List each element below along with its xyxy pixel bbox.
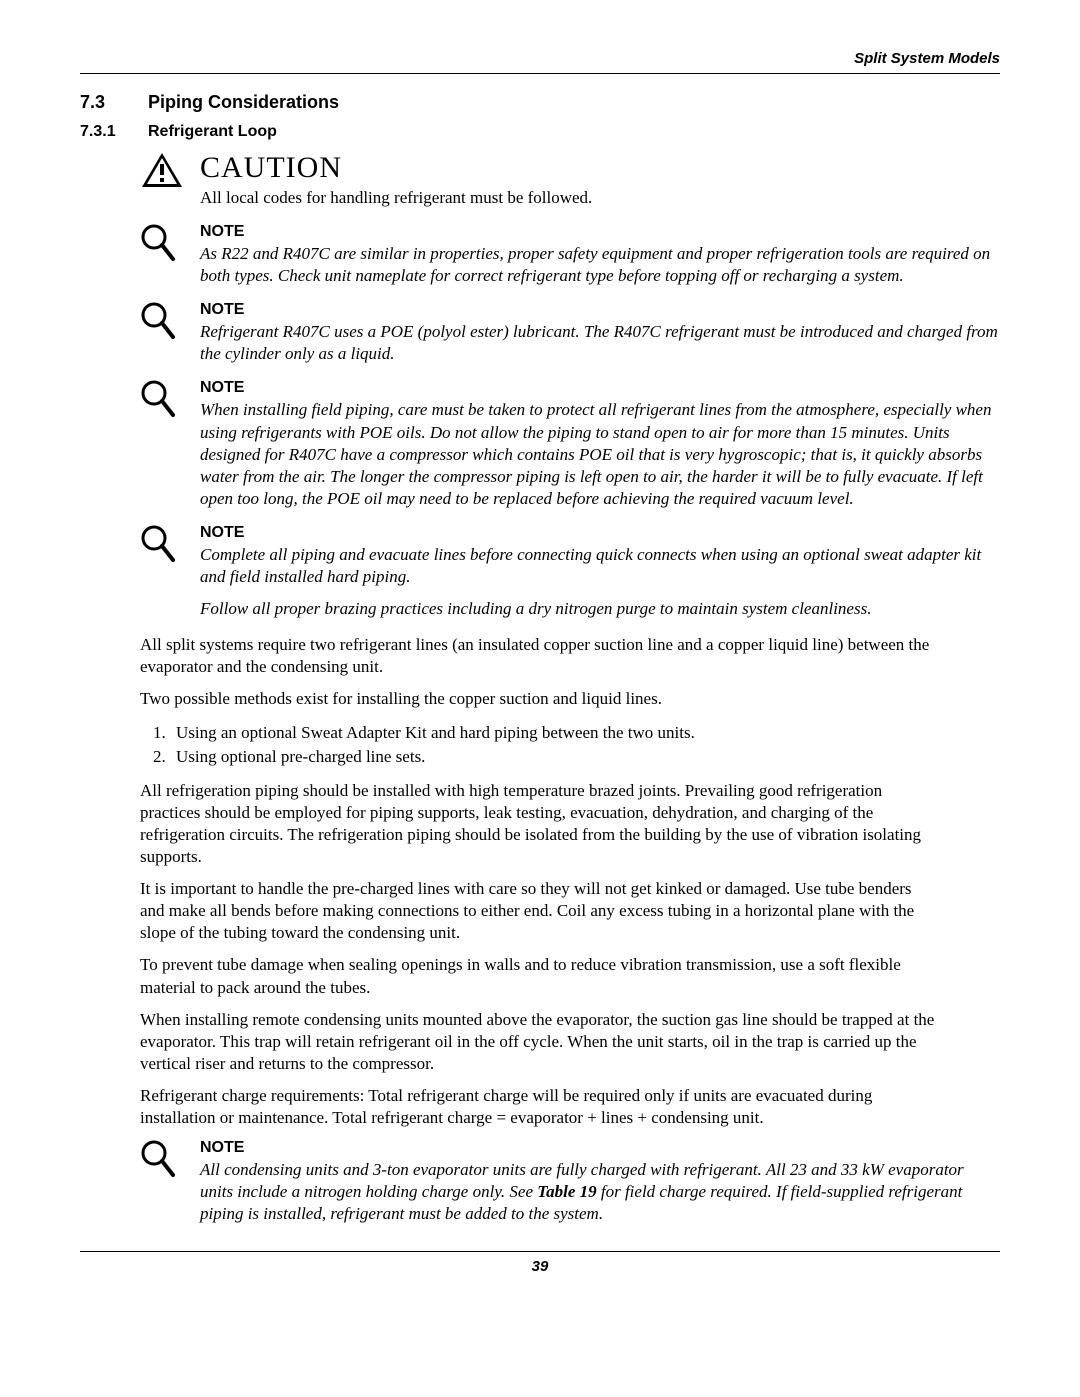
subsection-heading: 7.3.1 Refrigerant Loop	[80, 123, 1000, 141]
body-paragraph: All refrigeration piping should be insta…	[140, 780, 940, 868]
note-text: Refrigerant R407C uses a POE (polyol est…	[200, 321, 1000, 365]
footer-rule	[80, 1251, 1000, 1252]
body-paragraph: All split systems require two refrigeran…	[140, 634, 940, 678]
section-number: 7.3	[80, 92, 130, 113]
running-header: Split System Models	[80, 50, 1000, 67]
caution-text: All local codes for handling refrigerant…	[200, 187, 1000, 209]
subsection-number: 7.3.1	[80, 123, 130, 141]
note-block: NOTE As R22 and R407C are similar in pro…	[140, 223, 1000, 287]
magnifier-icon	[140, 1139, 184, 1225]
magnifier-icon	[140, 524, 184, 620]
note-label: NOTE	[200, 379, 1000, 397]
section-title: Piping Considerations	[148, 92, 339, 113]
list-item: Using an optional Sweat Adapter Kit and …	[170, 721, 940, 746]
note-label: NOTE	[200, 223, 1000, 241]
page-content: Split System Models 7.3 Piping Considera…	[0, 0, 1080, 1315]
section-heading: 7.3 Piping Considerations	[80, 92, 1000, 113]
note-block: NOTE All condensing units and 3-ton evap…	[140, 1139, 1000, 1225]
body-paragraph: Refrigerant charge requirements: Total r…	[140, 1085, 940, 1129]
table-ref: Table 19	[537, 1182, 596, 1201]
caution-label: CAUTION	[200, 151, 1000, 185]
warning-icon	[140, 151, 184, 209]
list-item: Using optional pre-charged line sets.	[170, 745, 940, 770]
note-label: NOTE	[200, 1139, 1000, 1157]
note-block: NOTE When installing field piping, care …	[140, 379, 1000, 509]
note-text: When installing field piping, care must …	[200, 399, 1000, 509]
magnifier-icon	[140, 379, 184, 509]
magnifier-icon	[140, 301, 184, 365]
page-number: 39	[80, 1258, 1000, 1275]
note-text: All condensing units and 3-ton evaporato…	[200, 1159, 1000, 1225]
magnifier-icon	[140, 223, 184, 287]
note-text: As R22 and R407C are similar in properti…	[200, 243, 1000, 287]
body-paragraph: To prevent tube damage when sealing open…	[140, 954, 940, 998]
body-paragraph: It is important to handle the pre-charge…	[140, 878, 940, 944]
note-block: NOTE Complete all piping and evacuate li…	[140, 524, 1000, 620]
caution-block: CAUTION All local codes for handling ref…	[140, 151, 1000, 209]
header-rule	[80, 73, 1000, 74]
note-block: NOTE Refrigerant R407C uses a POE (polyo…	[140, 301, 1000, 365]
note-text-extra: Follow all proper brazing practices incl…	[200, 598, 1000, 620]
note-text: Complete all piping and evacuate lines b…	[200, 544, 1000, 588]
numbered-list: Using an optional Sweat Adapter Kit and …	[140, 721, 940, 770]
body-paragraph: Two possible methods exist for installin…	[140, 688, 940, 710]
body-paragraph: When installing remote condensing units …	[140, 1009, 940, 1075]
subsection-title: Refrigerant Loop	[148, 123, 277, 141]
note-label: NOTE	[200, 301, 1000, 319]
note-label: NOTE	[200, 524, 1000, 542]
